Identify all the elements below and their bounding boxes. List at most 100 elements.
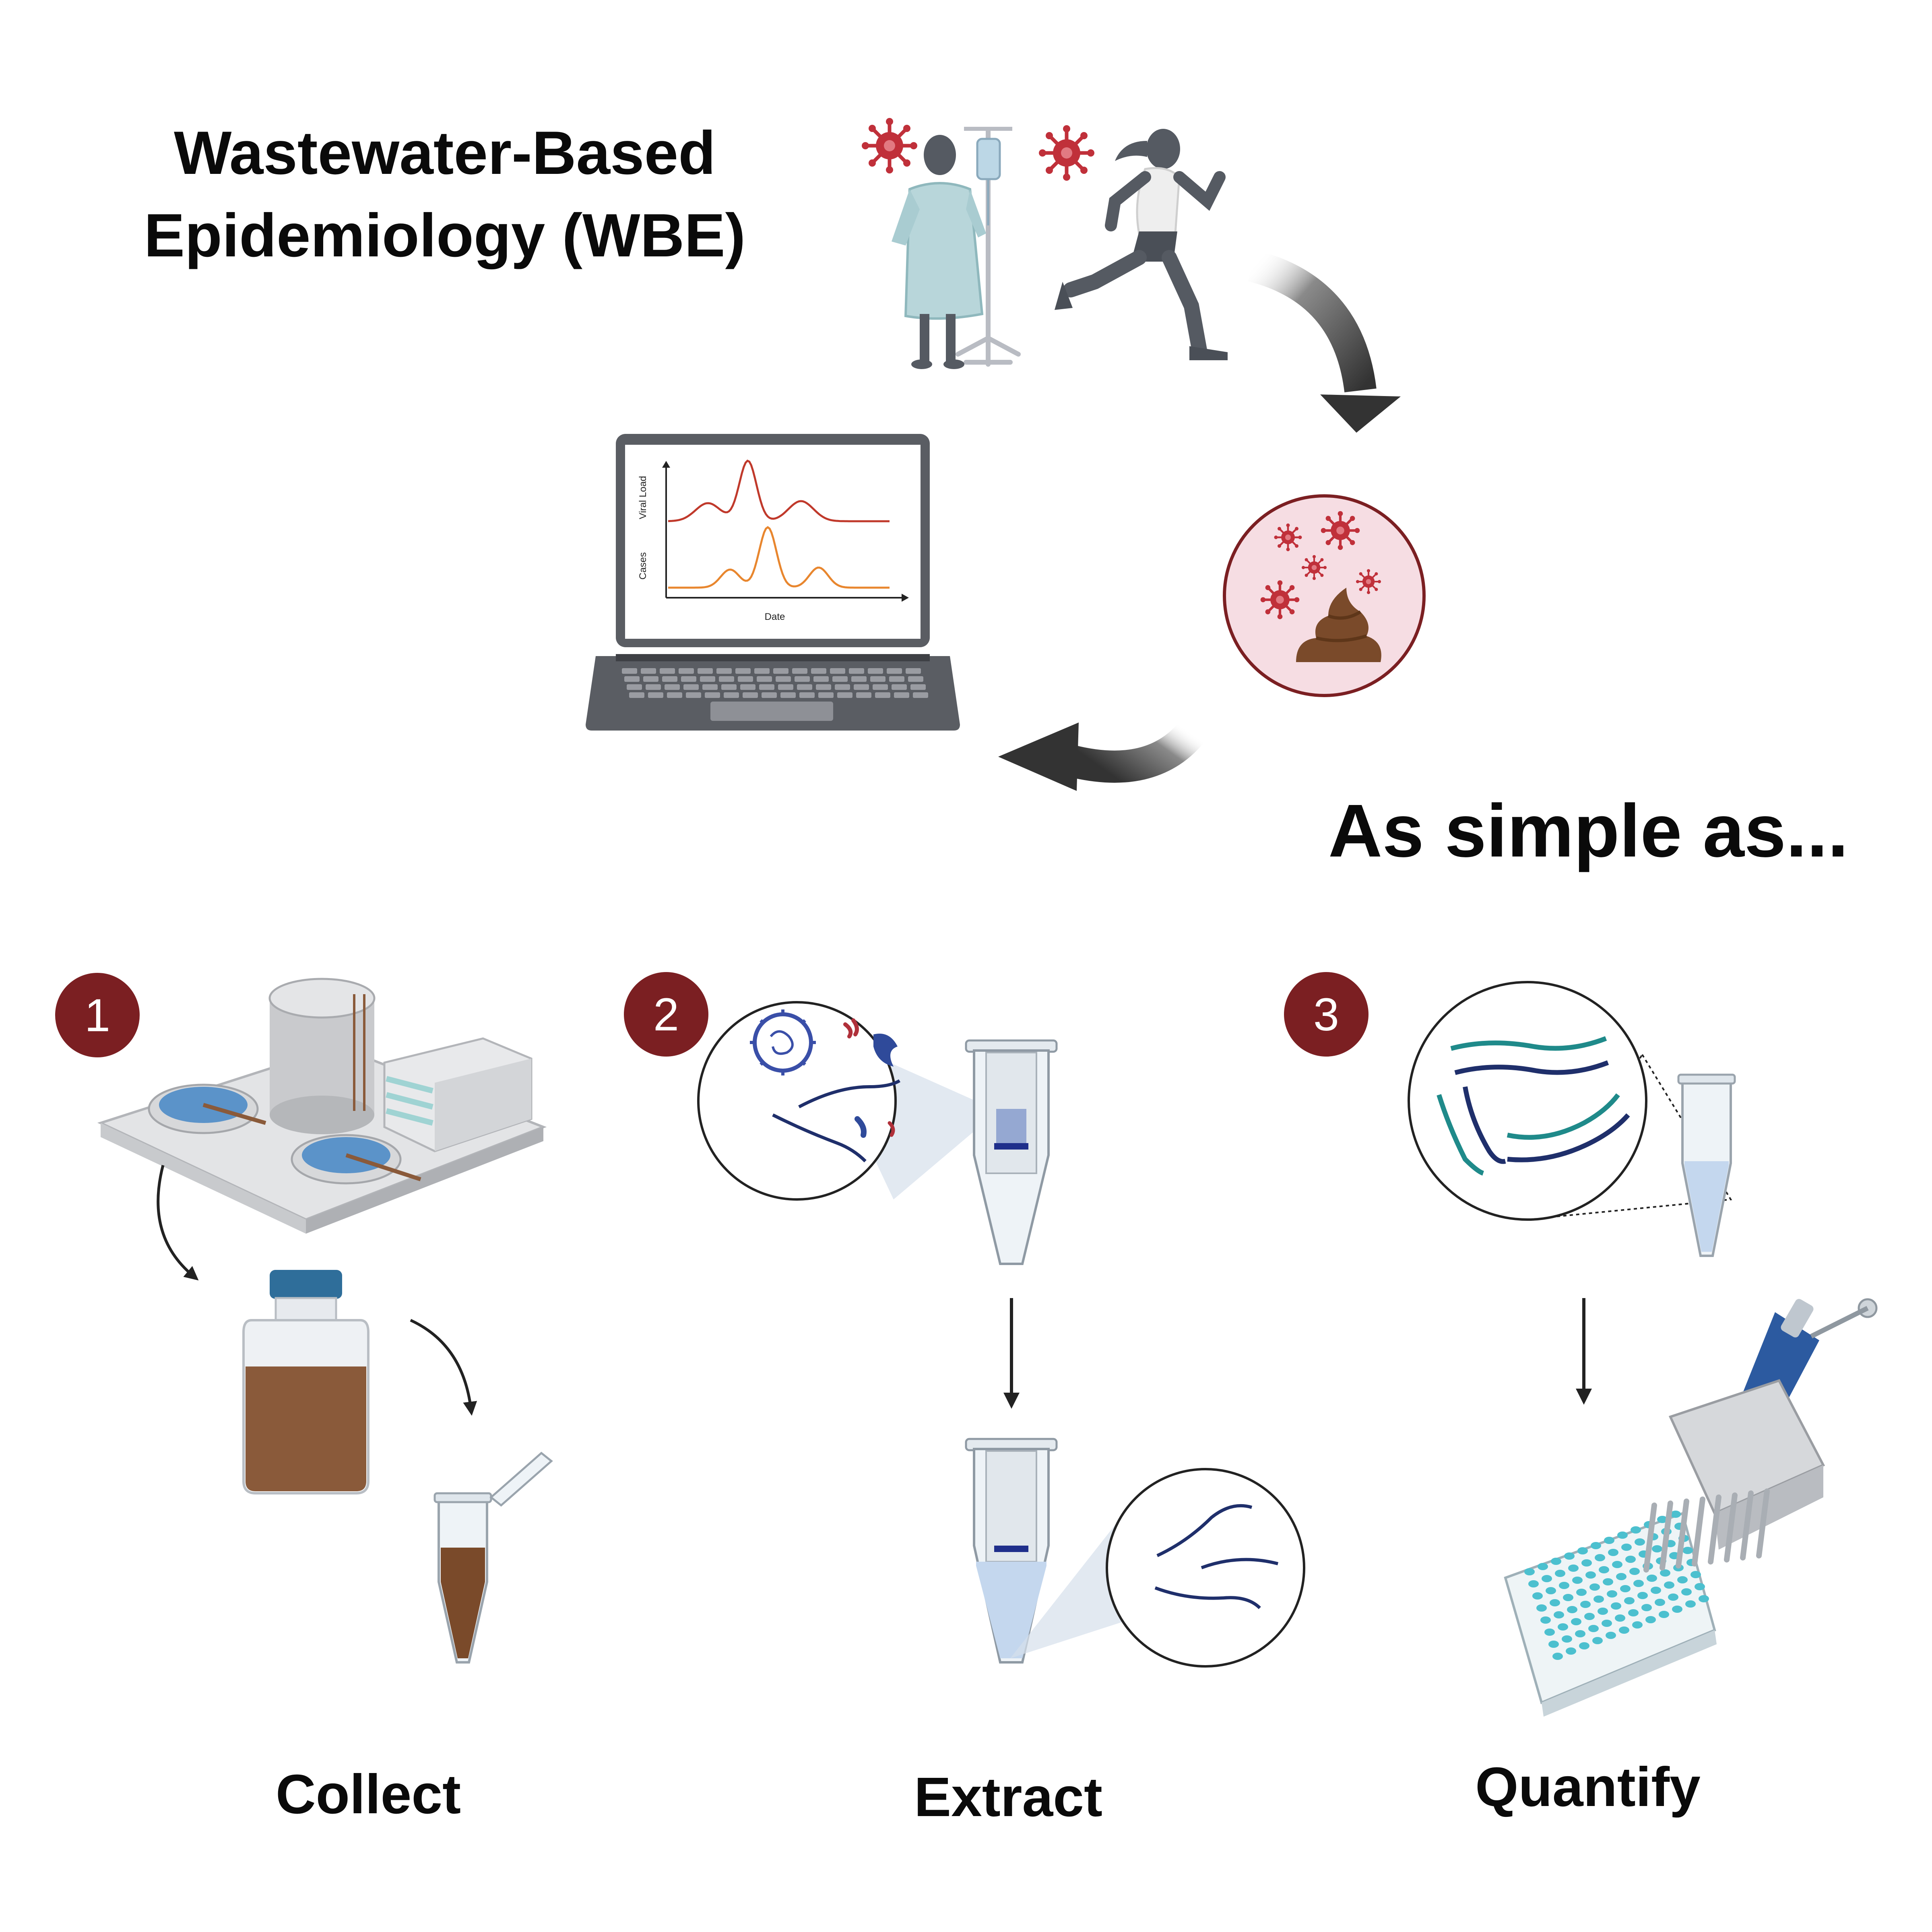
keyboard-key [818,692,834,698]
keyboard-key [813,676,829,682]
keyboard-key [662,676,677,682]
keyboard-key [667,692,682,698]
plate-well [1607,1590,1617,1598]
keyboard-key [627,684,642,690]
plate-well [1617,1532,1628,1539]
virus-particle-icon [750,1009,816,1075]
plate-well [1672,1606,1682,1613]
keyboard-key [913,692,928,698]
plate-well [1633,1580,1644,1587]
virus-icon [1039,125,1094,181]
plate-well [1528,1580,1539,1587]
keyboard-key [792,668,807,674]
plate-well [1631,1526,1641,1534]
plate-well [1566,1647,1576,1655]
patient-icon [892,127,1021,369]
plate-well [1599,1566,1609,1573]
keyboard-key [686,692,701,698]
plate-well [1670,1511,1681,1518]
keyboard-key [735,668,751,674]
plate-well [1664,1581,1674,1589]
keyboard-key [856,692,871,698]
plate-well [1652,1545,1662,1552]
title-line-1: Wastewater-Based [174,119,716,187]
plate-well [1632,1621,1643,1629]
keyboard-key [776,676,791,682]
keyboard-key [870,676,886,682]
keyboard-key [811,668,826,674]
keyboard-key [716,668,732,674]
keyboard-key [683,684,699,690]
multichannel-pipette-icon [1643,1298,1878,1573]
step-2-label: Extract [914,1766,1102,1828]
plate-well [1629,1568,1640,1575]
plate-well [1579,1642,1589,1649]
plate-well [1625,1556,1636,1563]
spin-column-icon [965,1438,1058,1664]
cycle-arrow-left [998,722,1204,791]
keyboard-key [894,692,909,698]
plate-well [1532,1592,1543,1600]
plate-well [1641,1604,1652,1611]
plate-well [1616,1573,1627,1580]
sample-contents-magnifier [697,1001,998,1201]
keyboard-key [665,684,680,690]
collect-arrow-2 [410,1319,477,1416]
keyboard-key [889,676,904,682]
plate-well [1584,1613,1595,1620]
keyboard-key [875,692,890,698]
plate-well [1592,1637,1603,1644]
keyboard-key [643,676,658,682]
collect-arrow-1 [157,1165,199,1281]
step-1-number: 1 [85,990,110,1041]
plate-well [1677,1576,1688,1583]
keyboard-key [835,684,850,690]
plate-well [1555,1570,1565,1577]
microtube-icon [433,1451,553,1664]
keyboard-key [705,692,720,698]
y-label-viral-load: Viral Load [638,476,648,519]
keyboard-key [868,668,883,674]
plate-well [1604,1537,1614,1544]
keyboard-key [641,668,656,674]
diagram-title: Wastewater-Based Epidemiology (WBE) [0,112,890,277]
rna-duplex-magnifier [1408,981,1732,1221]
keyboard-key [762,692,777,698]
step-3-badge: 3 [1284,972,1368,1057]
plate-well [1580,1601,1591,1608]
keyboard-key [754,668,770,674]
keyboard-key [799,692,815,698]
step-3-label: Quantify [1475,1756,1701,1818]
step-1-label: Collect [275,1763,461,1825]
plate-well [1575,1630,1585,1637]
microtube-icon [1677,1073,1736,1257]
plate-well [1603,1578,1613,1585]
keyboard-key [622,668,637,674]
keyboard-key [851,676,867,682]
keyboard-key [721,684,737,690]
rna-magnifier [1010,1468,1305,1668]
plate-well [1699,1595,1709,1602]
keyboard-key [830,668,845,674]
plate-well [1550,1599,1560,1606]
keyboard-key [698,668,713,674]
plate-well [1628,1609,1639,1616]
keyboard-key [757,676,772,682]
plate-well [1624,1597,1635,1604]
plate-well [1645,1616,1656,1623]
plate-well [1660,1569,1670,1577]
spin-column-icon [965,1039,1058,1265]
plate-well [1576,1589,1587,1596]
plate-well [1564,1552,1575,1560]
y-label-cases: Cases [638,552,648,580]
laptop-chart: Viral Load Cases Date [638,459,909,622]
plate-well [1655,1599,1665,1606]
plate-well [1571,1618,1581,1625]
plate-well [1540,1616,1551,1624]
plate-well [1562,1635,1572,1643]
keyboard-key [738,676,753,682]
plate-well [1647,1575,1657,1582]
step-1-badge: 1 [55,973,140,1057]
